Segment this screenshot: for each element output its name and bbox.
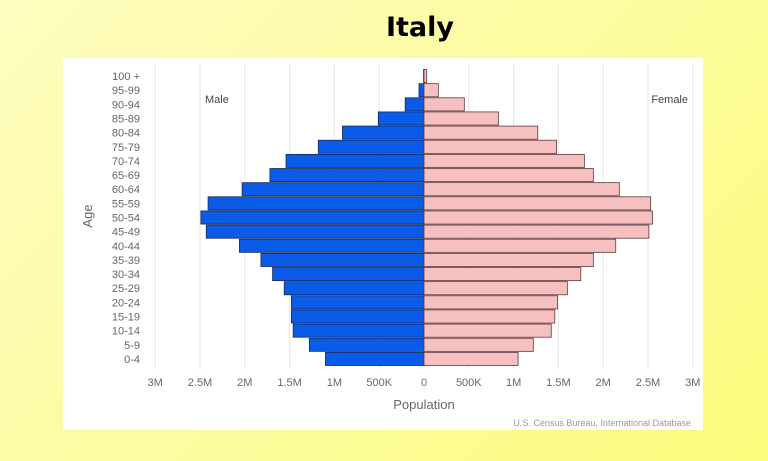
bar-male [404,97,425,112]
bar-female [423,196,652,211]
age-group-label: 70-74 [112,156,140,168]
bar-male [290,295,425,310]
x-tick-label: 1M [506,377,521,389]
legend-male-label: Male [205,94,229,106]
x-tick-label: 0 [421,377,427,389]
age-group-label: 100 + [112,71,140,83]
bar-female [423,351,519,366]
age-group-label: 45-49 [112,227,140,239]
bar-female [423,323,552,338]
bar-male [260,252,425,267]
chart-title: Italy [385,12,455,43]
bar-male [290,309,425,324]
x-tick-label: 500K [366,377,392,389]
x-tick-label: 3M [148,377,163,389]
bar-male [241,182,425,197]
x-tick-label: 500K [456,377,482,389]
x-tick-label: 2.5M [188,377,212,389]
x-tick-label: 3M [685,377,700,389]
bar-female [423,210,653,225]
age-group-label: 20-24 [112,297,140,309]
source-credit: U.S. Census Bureau, International Databa… [513,418,691,428]
bar-female [423,111,499,126]
bar-male [205,224,425,239]
age-group-label: 75-79 [112,142,140,154]
age-group-label: 5-9 [124,340,140,352]
bar-female [423,224,650,239]
bar-male [292,323,425,338]
age-group-label: 15-19 [112,312,140,324]
age-group-label: 10-14 [112,326,140,338]
age-group-label: 0-4 [124,354,140,366]
age-group-label: 30-34 [112,269,140,281]
bar-female [423,238,617,253]
x-tick-label: 1M [327,377,342,389]
age-group-label: 85-89 [112,114,140,126]
age-group-label: 40-44 [112,241,140,253]
bar-male [317,139,425,154]
bar-female [423,309,556,324]
age-group-label: 65-69 [112,170,140,182]
x-tick-label: 1.5M [277,377,301,389]
age-group-label: 95-99 [112,85,140,97]
bar-female [423,69,428,84]
bar-female [423,125,539,140]
age-group-label: 80-84 [112,128,140,140]
bar-male [377,111,425,126]
y-axis-label: Age [80,204,95,227]
bar-male [325,351,425,366]
bar-female [423,153,585,168]
bar-male [308,337,425,352]
bar-female [423,139,558,154]
bar-male [285,153,425,168]
bar-female [423,83,439,98]
bar-female [423,252,594,267]
age-group-label: 35-39 [112,255,140,267]
bar-male [272,267,425,282]
bar-female [423,97,465,112]
bar-female [423,337,534,352]
age-group-label: 60-64 [112,184,140,196]
x-tick-label: 2.5M [636,377,660,389]
age-group-label: 50-54 [112,213,140,225]
bar-male [418,83,425,98]
bar-male [269,168,425,183]
bar-female [423,168,594,183]
bar-male [239,238,425,253]
age-group-label: 25-29 [112,283,140,295]
bar-female [423,267,582,282]
bar-male [207,196,425,211]
bar-male [283,281,425,296]
x-tick-label: 2M [596,377,611,389]
bar-male [342,125,425,140]
bar-female [423,281,568,296]
bar-male [200,210,425,225]
age-group-label: 55-59 [112,198,140,210]
age-group-label: 90-94 [112,99,140,111]
legend-female-label: Female [651,94,688,106]
x-tick-label: 1.5M [546,377,570,389]
x-axis-label: Population [393,397,454,412]
x-tick-label: 2M [237,377,252,389]
bar-female [423,295,558,310]
bar-female [423,182,620,197]
